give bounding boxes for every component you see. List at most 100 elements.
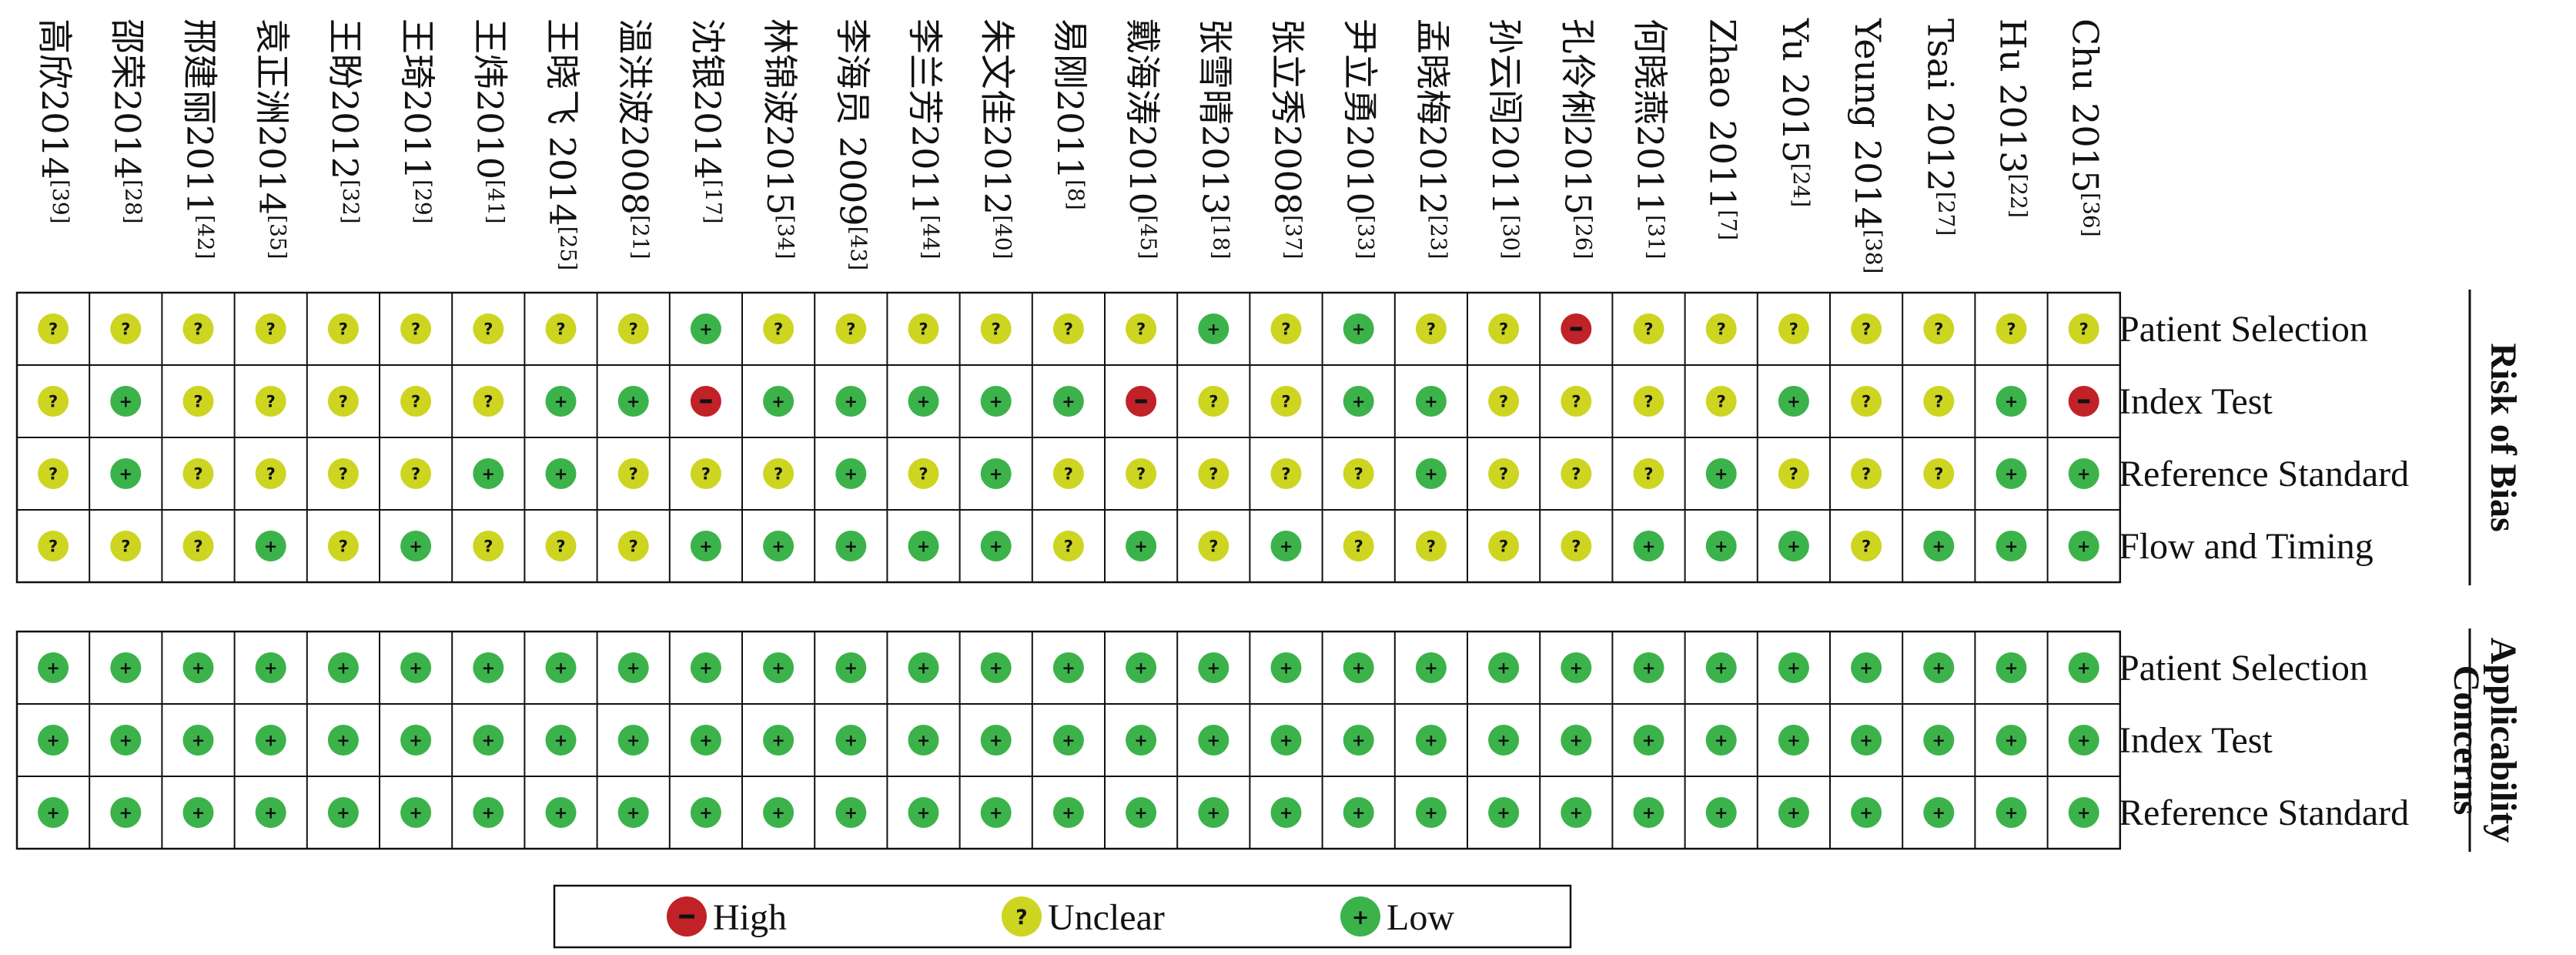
question-glyph: ? (49, 465, 58, 484)
plus-glyph: + (2005, 804, 2019, 823)
study-name: 高欣2014 (34, 18, 75, 179)
rating-circle (1561, 725, 1592, 756)
rating-mark: ? (1415, 531, 1447, 561)
rating-circle (182, 458, 214, 489)
rating-mark: + (1126, 652, 1157, 683)
question-glyph: ? (483, 538, 493, 556)
plus-glyph: + (1062, 804, 1076, 823)
plus-glyph: + (1932, 538, 1945, 556)
rating-mark: ? (255, 313, 286, 344)
rating-circle (400, 458, 432, 489)
rating-mark: + (908, 386, 939, 417)
plus-glyph: + (1715, 804, 1728, 823)
rating-mark: + (1996, 797, 2027, 828)
rating-mark: + (1778, 725, 1809, 756)
rating-mark: ? (1488, 313, 1520, 344)
rating-mark: ? (1923, 386, 1955, 417)
question-glyph: ? (193, 538, 202, 556)
plus-glyph: + (481, 659, 495, 678)
rating-circle (1996, 652, 2027, 683)
rating-mark: ? (1778, 458, 1809, 489)
rating-circle (1705, 725, 1737, 756)
legend-mark: ? (1002, 896, 1042, 937)
rating-circle (255, 386, 286, 417)
rating-mark: ? (1851, 458, 1882, 489)
plus-glyph: + (1932, 804, 1945, 823)
study-ref: [43] (845, 226, 871, 270)
rating-circle (400, 725, 432, 756)
study-name: 戴海涛2010 (1122, 18, 1163, 215)
study-name: 张立秀2008 (1267, 18, 1309, 215)
rating-mark: + (1996, 458, 2027, 489)
rating-mark: ? (473, 386, 504, 417)
rating-mark: + (1198, 313, 1229, 344)
question-glyph: ? (1427, 320, 1436, 339)
rating-mark: + (110, 652, 142, 683)
rating-mark: + (182, 725, 214, 756)
rating-circle (1778, 531, 1809, 561)
question-glyph: ? (411, 393, 420, 411)
rating-circle (980, 458, 1012, 489)
plus-glyph: + (2005, 393, 2019, 411)
question-glyph: ? (1499, 320, 1508, 339)
study-name: 林锦波2015 (759, 18, 801, 215)
rating-circle (110, 313, 142, 344)
rating-mark: + (1561, 725, 1592, 756)
rating-circle (908, 797, 939, 828)
rating-mark: + (473, 458, 504, 489)
study-label: 林锦波2015[34] (759, 18, 801, 260)
rating-mark: ? (1561, 458, 1592, 489)
rating-circle (1343, 652, 1374, 683)
rating-circle (2068, 652, 2099, 683)
rating-mark: + (327, 725, 359, 756)
rating-mark: + (545, 725, 577, 756)
rating-mark: + (1778, 531, 1809, 561)
rating-circle (980, 725, 1012, 756)
plus-glyph: + (409, 659, 423, 678)
rating-mark: + (110, 725, 142, 756)
rating-circle (1561, 797, 1592, 828)
plus-glyph: + (1424, 659, 1438, 678)
rating-mark: ? (1270, 458, 1302, 489)
question-glyph: ? (1862, 393, 1871, 411)
rating-circle (327, 531, 359, 561)
question-glyph: ? (1934, 320, 1943, 339)
plus-glyph: + (1787, 659, 1801, 678)
rating-mark: + (617, 652, 649, 683)
study-label: 易刚2011[8] (1049, 18, 1091, 210)
rating-mark: + (908, 531, 939, 561)
rating-circle (545, 386, 577, 417)
rating-circle (690, 458, 721, 489)
study-labels: 高欣2014[39]邵荣2014[28] 邢建丽2011[42]袁正洲2014[3… (34, 18, 2106, 273)
rating-mark (1126, 386, 1157, 417)
rating-circle (690, 313, 721, 344)
rating-mark: + (908, 725, 939, 756)
rating-circle (690, 797, 721, 828)
question-glyph: ? (1064, 538, 1073, 556)
rating-circle (835, 386, 867, 417)
rating-mark: + (1851, 725, 1882, 756)
rating-mark: ? (1923, 458, 1955, 489)
study-name: 王晓飞 2014 (542, 18, 584, 226)
rating-mark: + (1270, 652, 1302, 683)
study-ref: [32] (338, 179, 363, 223)
plus-glyph: + (1206, 659, 1220, 678)
rating-circle (908, 725, 939, 756)
question-glyph: ? (483, 320, 493, 339)
rating-circle (1633, 725, 1664, 756)
rating-circle (617, 313, 649, 344)
study-ref: [8] (1063, 179, 1089, 210)
question-glyph: ? (1064, 465, 1073, 484)
rating-mark: + (617, 725, 649, 756)
minus-glyph (700, 399, 712, 404)
rating-mark (2068, 386, 2099, 417)
rating-circle (1415, 386, 1447, 417)
study-name: 邢建丽2011 (179, 18, 221, 215)
rating-circle (617, 386, 649, 417)
rating-circle (1415, 652, 1447, 683)
plus-glyph: + (917, 659, 931, 678)
rating-circle (1415, 458, 1447, 489)
study-label: Yu 2015[24] (1775, 18, 1816, 207)
rating-circle (2068, 531, 2099, 561)
rating-mark: + (763, 531, 795, 561)
